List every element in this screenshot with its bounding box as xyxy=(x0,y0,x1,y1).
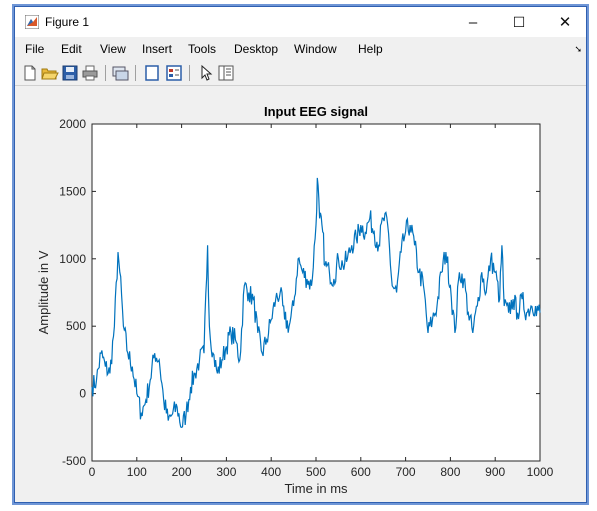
open-file-icon[interactable] xyxy=(41,64,59,82)
x-tick-label: 300 xyxy=(216,465,236,479)
y-tick-label: -500 xyxy=(62,454,86,468)
menu-insert[interactable]: Insert xyxy=(142,42,173,56)
chart-title: Input EEG signal xyxy=(264,104,368,119)
x-tick-label: 1000 xyxy=(527,465,554,479)
title-bar[interactable]: Figure 1 – ☐ ✕ xyxy=(15,7,586,37)
toolbar-separator xyxy=(189,65,190,81)
menu-overflow-arrow-icon[interactable]: ➘ xyxy=(574,44,582,54)
close-button[interactable]: ✕ xyxy=(558,14,572,31)
menu-file[interactable]: File xyxy=(25,42,45,56)
x-tick-label: 600 xyxy=(351,465,371,479)
x-tick-label: 200 xyxy=(172,465,192,479)
maximize-button[interactable]: ☐ xyxy=(512,13,526,30)
link-plot-icon[interactable] xyxy=(111,64,129,82)
axes-background xyxy=(91,123,541,462)
y-tick-label: 1500 xyxy=(59,184,86,198)
window-title: Figure 1 xyxy=(45,15,90,29)
x-tick-label: 100 xyxy=(127,465,147,479)
figure-window: Figure 1 – ☐ ✕ File Edit View Insert Too… xyxy=(14,6,587,503)
x-tick-label: 500 xyxy=(306,465,326,479)
hide-plot-tools-icon[interactable] xyxy=(143,64,161,82)
menu-desktop[interactable]: Desktop xyxy=(234,42,279,56)
toolbar-separator xyxy=(105,65,106,81)
menu-edit[interactable]: Edit xyxy=(61,42,82,56)
x-axis-label: Time in ms xyxy=(284,481,348,496)
y-tick-label: 2000 xyxy=(59,117,86,131)
save-icon[interactable] xyxy=(61,64,79,82)
x-tick-label: 400 xyxy=(261,465,281,479)
minimize-button[interactable]: – xyxy=(468,13,478,31)
y-tick-label: 0 xyxy=(79,387,86,401)
menu-tools[interactable]: Tools xyxy=(188,42,217,56)
y-tick-label: 1000 xyxy=(59,252,86,266)
print-icon[interactable] xyxy=(81,64,99,82)
menu-window[interactable]: Window xyxy=(294,42,337,56)
property-inspector-icon[interactable] xyxy=(217,64,235,82)
eeg-line-chart: Input EEG signal Time in ms Amplitude in… xyxy=(36,104,554,496)
x-tick-label: 0 xyxy=(89,465,96,479)
figure-canvas[interactable]: Input EEG signal Time in ms Amplitude in… xyxy=(15,86,586,502)
x-tick-label: 900 xyxy=(485,465,505,479)
y-tick-label: 500 xyxy=(66,319,86,333)
axis-ticks: 0 100 200 300 400 500 600 700 800 900 1000-5000500… xyxy=(59,117,553,479)
menu-bar: File Edit View Insert Tools Desktop Wind… xyxy=(15,39,586,59)
x-tick-label: 700 xyxy=(396,465,416,479)
figure-toolbar xyxy=(15,61,586,86)
edit-plot-arrow-icon[interactable] xyxy=(197,64,215,82)
y-axis-label: Amplitude in V xyxy=(36,250,51,334)
new-figure-icon[interactable] xyxy=(21,64,39,82)
toolbar-separator xyxy=(135,65,136,81)
x-tick-label: 800 xyxy=(440,465,460,479)
menu-help[interactable]: Help xyxy=(358,42,383,56)
series-line-eeg xyxy=(91,177,541,428)
matlab-icon xyxy=(25,15,39,29)
show-plot-tools-icon[interactable] xyxy=(165,64,183,82)
menu-view[interactable]: View xyxy=(100,42,126,56)
